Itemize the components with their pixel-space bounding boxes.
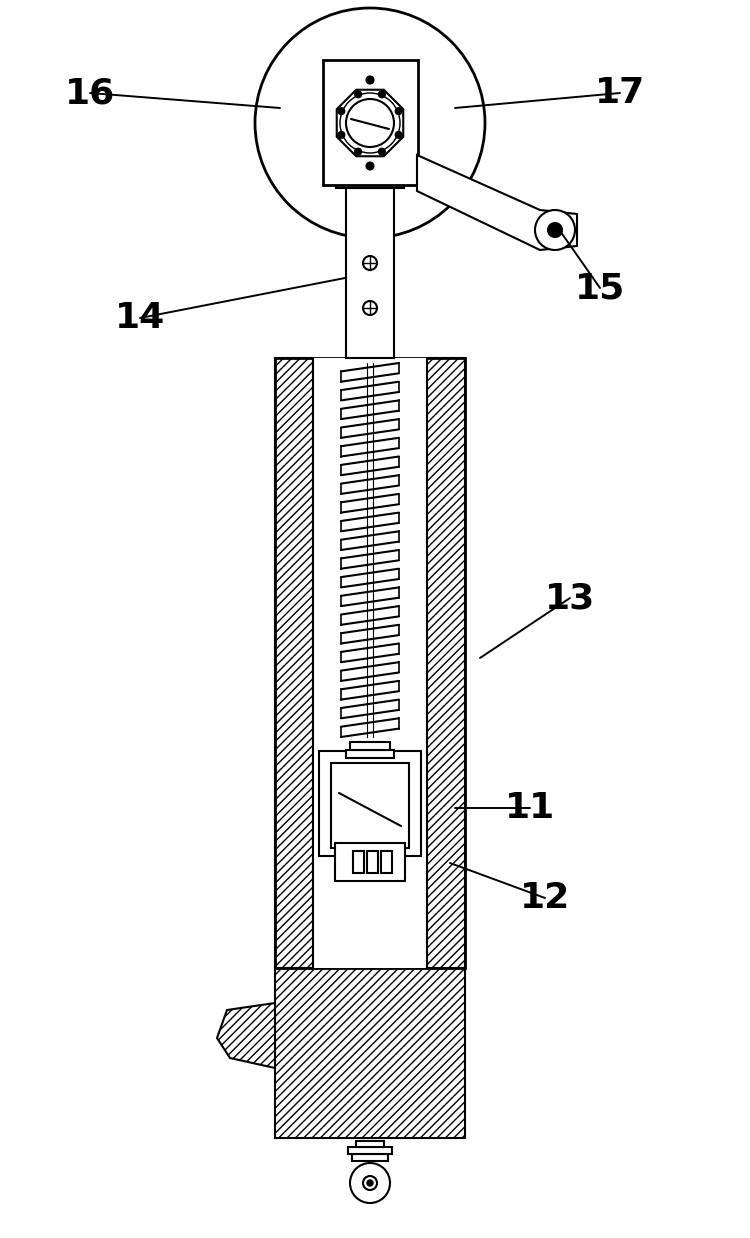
Circle shape [366, 76, 374, 84]
Bar [313, 358, 427, 968]
Bar [275, 968, 465, 1138]
Bar [381, 851, 392, 873]
Text: 11: 11 [505, 791, 555, 825]
Bar [346, 750, 394, 758]
Text: 17: 17 [595, 76, 645, 110]
Bar [319, 751, 421, 855]
Circle shape [363, 256, 377, 270]
Polygon shape [217, 1003, 275, 1068]
Bar [275, 358, 465, 968]
Text: 15: 15 [574, 271, 626, 305]
Circle shape [366, 162, 374, 170]
Circle shape [378, 149, 386, 155]
Circle shape [346, 99, 394, 147]
Circle shape [378, 90, 386, 98]
Circle shape [363, 1176, 377, 1190]
Circle shape [395, 108, 402, 115]
Circle shape [367, 1180, 373, 1186]
Bar [367, 851, 378, 873]
Text: 13: 13 [544, 581, 596, 615]
Circle shape [395, 131, 402, 139]
Circle shape [338, 108, 345, 115]
Bar [336, 158, 404, 188]
Circle shape [535, 210, 575, 250]
Text: 16: 16 [65, 76, 116, 110]
Circle shape [338, 131, 345, 139]
Polygon shape [337, 89, 404, 156]
Circle shape [350, 1162, 390, 1203]
Circle shape [548, 223, 562, 236]
Circle shape [363, 301, 377, 314]
Text: 14: 14 [115, 301, 165, 335]
Bar [352, 1154, 388, 1161]
Bar [346, 188, 394, 358]
Bar [331, 763, 409, 848]
Bar [348, 1146, 392, 1154]
Bar [275, 358, 313, 968]
Bar [323, 59, 418, 184]
Circle shape [355, 90, 362, 98]
Bar [353, 851, 364, 873]
Circle shape [255, 7, 485, 238]
Bar [335, 843, 405, 881]
Bar [356, 1141, 384, 1146]
Circle shape [355, 149, 362, 155]
Text: 12: 12 [520, 881, 570, 915]
Polygon shape [417, 155, 577, 250]
Bar [350, 742, 390, 750]
Bar [427, 358, 465, 968]
